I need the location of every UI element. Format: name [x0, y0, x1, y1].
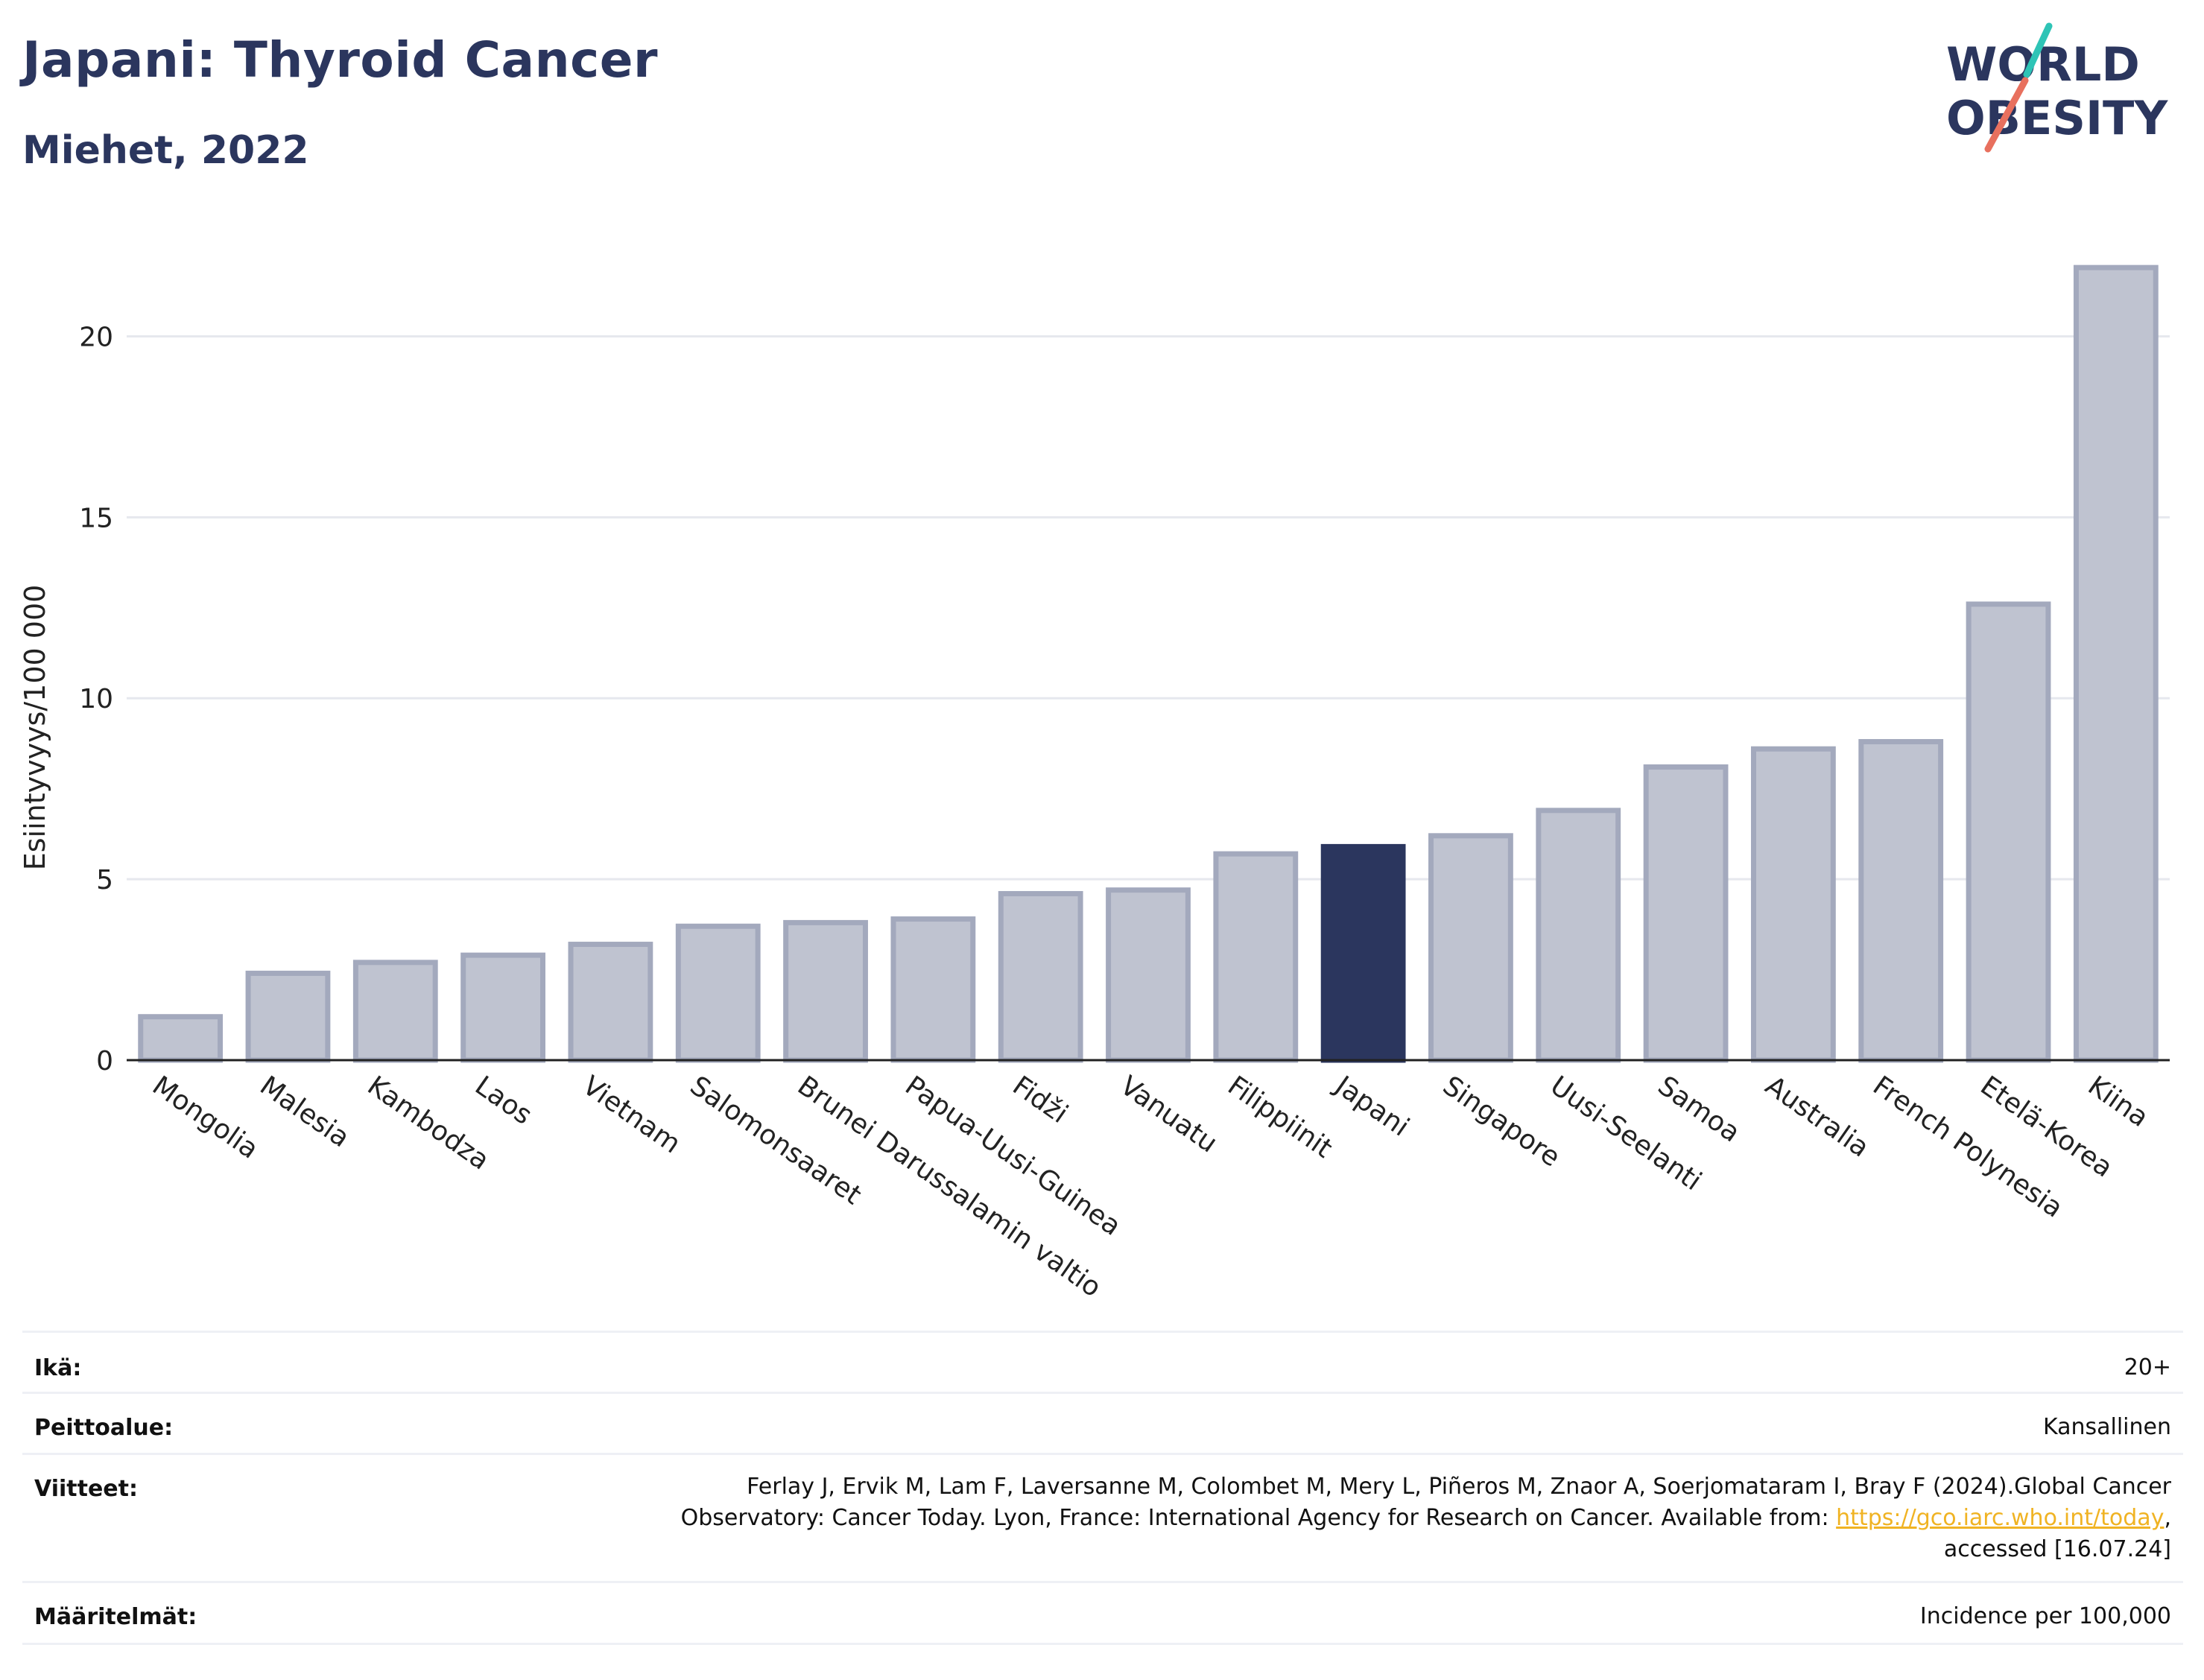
bar-filippiinit[interactable] — [1213, 851, 1299, 1063]
bar-singapore[interactable] — [1428, 833, 1513, 1063]
references-link[interactable]: https://gco.iarc.who.int/today — [1836, 1505, 2165, 1531]
x-tick-label: Filippiinit — [1222, 1071, 1337, 1164]
x-tick-label: Singapore — [1437, 1071, 1565, 1173]
references-line2: Observatory: Cancer Today. Lyon, France:… — [308, 1503, 2171, 1534]
info-row-age: Ikä: 20+ — [22, 1331, 2183, 1392]
bar-salomonsaaret[interactable] — [675, 923, 761, 1063]
y-axis-label: Esiintyvyys/100 000 — [19, 585, 51, 871]
definitions-value: Incidence per 100,000 — [1919, 1603, 2171, 1629]
references-line1: Ferlay J, Ervik M, Lam F, Laversanne M, … — [747, 1474, 2171, 1500]
logo-slash-teal — [2023, 22, 2053, 78]
bar-uusi-seelanti[interactable] — [1536, 808, 1621, 1063]
x-tick-label: French Polynesia — [1867, 1071, 2068, 1224]
bar-french-polynesia[interactable] — [1858, 739, 1944, 1063]
x-tick-label: Kiina — [2083, 1071, 2154, 1133]
age-value: 20+ — [2124, 1354, 2171, 1381]
x-tick-label: Kambodza — [362, 1071, 495, 1176]
bar-mongolia[interactable] — [138, 1014, 224, 1063]
page-title: Japani: Thyroid Cancer — [22, 31, 659, 89]
info-row-coverage: Peittoalue: Kansallinen — [22, 1392, 2183, 1454]
x-tick-label: Japani — [1329, 1070, 1415, 1143]
bar-samoa[interactable] — [1643, 764, 1729, 1063]
x-tick-label: Malesia — [254, 1071, 355, 1154]
x-tick-label: Mongolia — [147, 1071, 264, 1165]
y-tick-labels: 0 5 10 15 20 — [79, 322, 113, 1077]
y-tick-label: 20 — [79, 322, 113, 352]
world-obesity-logo: WORLD OBESITY — [1946, 22, 2168, 153]
logo-slash-coral — [1984, 77, 2029, 153]
logo-line2: OBESITY — [1946, 91, 2168, 145]
x-tick-label: Laos — [469, 1071, 537, 1131]
bar-etel-korea[interactable] — [1966, 601, 2051, 1063]
x-tick-label: Vietnam — [577, 1071, 685, 1160]
bar-kiina[interactable] — [2073, 264, 2159, 1063]
bar-vanuatu[interactable] — [1106, 887, 1191, 1063]
references-line2-end: , — [2164, 1505, 2171, 1531]
x-tick-label: Australia — [1760, 1071, 1875, 1164]
y-tick-label: 15 — [79, 503, 113, 533]
bars — [138, 264, 2159, 1063]
references-value: Ferlay J, Ervik M, Lam F, Laversanne M, … — [308, 1471, 2171, 1565]
coverage-label: Peittoalue: — [34, 1415, 174, 1441]
bar-vietnam[interactable] — [568, 942, 653, 1063]
references-label: Viitteet: — [34, 1476, 138, 1502]
definitions-label: Määritelmät: — [34, 1604, 197, 1630]
bar-laos[interactable] — [460, 952, 546, 1063]
x-tick-label: Vanuatu — [1115, 1071, 1223, 1159]
bar-kambodza[interactable] — [352, 960, 438, 1063]
references-line2-text: Observatory: Cancer Today. Lyon, France:… — [680, 1505, 1837, 1531]
x-tick-label: Samoa — [1652, 1071, 1745, 1149]
bar-papua-uusi-guinea[interactable] — [890, 916, 976, 1063]
bar-australia[interactable] — [1750, 746, 1836, 1063]
info-row-references: Viitteet: Ferlay J, Ervik M, Lam F, Lave… — [22, 1453, 2183, 1582]
y-tick-label: 0 — [96, 1046, 113, 1077]
x-tick-label: Fidži — [1007, 1071, 1074, 1129]
age-label: Ikä: — [34, 1355, 82, 1381]
y-tick-label: 5 — [96, 865, 113, 896]
bar-japani[interactable] — [1320, 843, 1406, 1063]
bar-fid-i[interactable] — [998, 891, 1083, 1063]
page-subtitle: Miehet, 2022 — [22, 128, 309, 173]
bar-brunei-darussalamin-valtio[interactable] — [783, 919, 868, 1063]
y-tick-label: 10 — [79, 684, 113, 714]
bar-malesia[interactable] — [245, 970, 331, 1063]
coverage-value: Kansallinen — [2042, 1414, 2171, 1440]
references-line3: accessed [16.07.24] — [1943, 1536, 2171, 1562]
info-row-definitions: Määritelmät: Incidence per 100,000 — [22, 1581, 2183, 1645]
